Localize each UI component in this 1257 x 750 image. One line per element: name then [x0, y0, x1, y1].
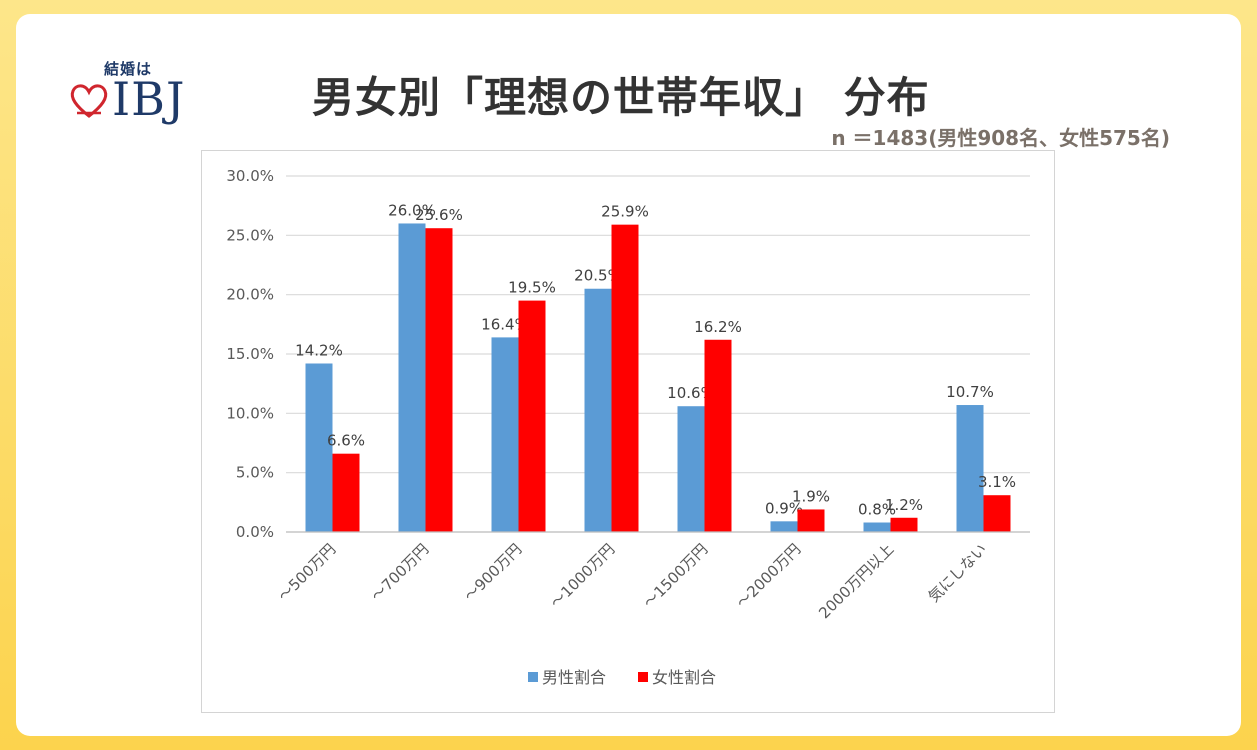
x-tick-label: ～700万円 — [368, 540, 433, 605]
legend-swatch-female — [638, 672, 648, 682]
logo-tagline: 結婚は — [104, 60, 153, 78]
bar-male — [863, 522, 891, 532]
data-label: 14.2% — [295, 341, 343, 359]
data-label: 0.8% — [858, 501, 896, 519]
data-label: 10.6% — [667, 384, 715, 402]
x-tick-label: ～900万円 — [461, 540, 526, 605]
x-tick-label: 2000万円以上 — [815, 540, 897, 622]
data-label: 16.4% — [481, 315, 529, 333]
chart-area: 0.0% 5.0% 10.0% 15.0% 20.0% 25.0% 30.0% 14.2% 6.… — [201, 150, 1055, 713]
x-tick-label: ～500万円 — [275, 540, 340, 605]
bar-male — [305, 363, 333, 532]
data-label: 26.0% — [388, 201, 436, 219]
data-label: 6.6% — [327, 432, 365, 450]
data-label: 1.9% — [792, 487, 830, 505]
data-label: 19.5% — [508, 279, 556, 297]
data-label: 20.5% — [574, 267, 622, 285]
logo-wordmark: IBJ — [112, 72, 186, 126]
y-tick-label: 10.0% — [226, 404, 274, 422]
bar-male — [770, 521, 798, 532]
x-tick-label: 気にしない — [925, 540, 991, 606]
data-label: 25.9% — [601, 203, 649, 221]
bar-female — [425, 228, 453, 533]
bar-chart: 0.0% 5.0% 10.0% 15.0% 20.0% 25.0% 30.0% 14.2% 6.… — [226, 167, 1030, 687]
bar-female — [890, 517, 918, 532]
data-label: 16.2% — [694, 318, 742, 336]
x-tick-label: ～2000万円 — [733, 540, 805, 612]
bar-female — [611, 224, 639, 533]
y-tick-label: 15.0% — [226, 345, 274, 363]
y-tick-label: 20.0% — [226, 286, 274, 304]
legend-swatch-male — [528, 672, 538, 682]
bar-male — [956, 405, 984, 532]
data-label: 25.6% — [415, 206, 463, 224]
y-tick-label: 30.0% — [226, 167, 274, 185]
bar-female — [332, 453, 360, 532]
bar-male — [677, 406, 705, 532]
bar-female — [518, 300, 546, 532]
bar-female — [704, 339, 732, 532]
y-tick-label: 5.0% — [236, 464, 274, 482]
sample-size-note: n ＝1483(男性908名、女性575名) — [831, 126, 1170, 150]
y-tick-label: 0.0% — [236, 523, 274, 541]
ibj-logo: 結婚は IBJ — [68, 58, 198, 148]
bar-male — [398, 223, 426, 532]
bar-male — [584, 288, 612, 532]
data-label: 0.9% — [765, 499, 803, 517]
y-tick-label: 25.0% — [226, 226, 274, 244]
data-label: 10.7% — [946, 383, 994, 401]
bar-female — [797, 509, 825, 532]
bar-male — [491, 337, 519, 532]
data-label: 3.1% — [978, 473, 1016, 491]
data-label: 1.2% — [885, 496, 923, 514]
legend-label-male: 男性割合 — [542, 668, 606, 687]
legend-label-female: 女性割合 — [652, 668, 716, 687]
x-tick-label: ～1000万円 — [547, 540, 619, 612]
page-title: 男女別「理想の世帯年収」 分布 — [312, 73, 930, 122]
x-tick-label: ～1500万円 — [640, 540, 712, 612]
heart-icon — [70, 84, 108, 118]
bar-female — [983, 495, 1011, 532]
